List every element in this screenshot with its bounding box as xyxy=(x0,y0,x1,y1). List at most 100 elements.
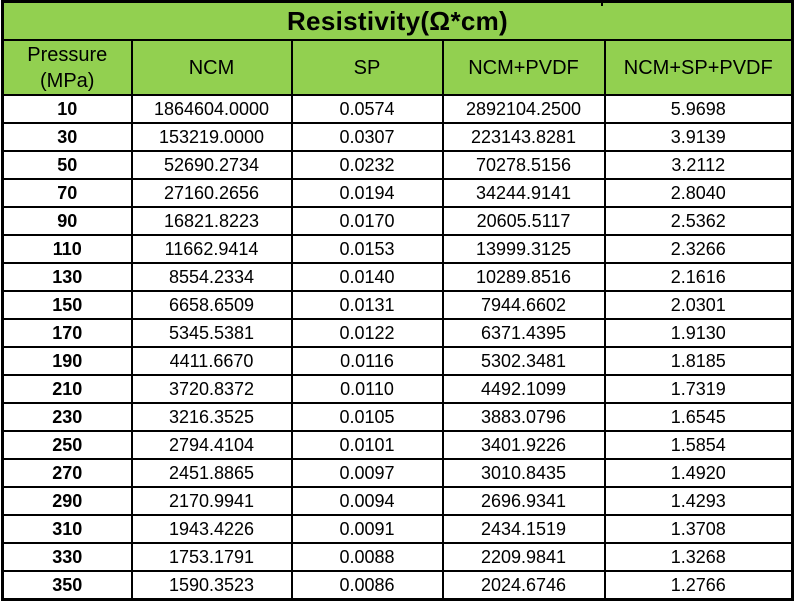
title-row: Resistivity(Ω*cm) xyxy=(1,0,794,41)
cell-ncm-pvdf: 2209.9841 xyxy=(441,542,606,572)
cell-ncm-pvdf: 10289.8516 xyxy=(441,262,606,292)
cell-ncm: 2170.9941 xyxy=(130,486,293,516)
cell-sp: 0.0170 xyxy=(290,206,444,236)
cell-ncm: 1590.3523 xyxy=(130,570,293,601)
table-row: 190 4411.6670 0.0116 5302.3481 1.8185 xyxy=(1,346,794,376)
cell-pressure: 350 xyxy=(1,570,133,601)
table-row: 10 1864604.0000 0.0574 2892104.2500 5.9698 xyxy=(1,94,794,124)
table-row: 30 153219.0000 0.0307 223143.8281 3.9139 xyxy=(1,122,794,152)
cell-pressure: 310 xyxy=(1,514,133,544)
cell-ncm-sp-pvdf: 2.0301 xyxy=(603,290,794,320)
table-row: 210 3720.8372 0.0110 4492.1099 1.7319 xyxy=(1,374,794,404)
cell-ncm-sp-pvdf: 3.2112 xyxy=(603,150,794,180)
cell-pressure: 10 xyxy=(1,94,133,124)
cell-pressure: 50 xyxy=(1,150,133,180)
cell-sp: 0.0086 xyxy=(290,570,444,601)
cell-sp: 0.0140 xyxy=(290,262,444,292)
cell-pressure: 170 xyxy=(1,318,133,348)
cell-sp: 0.0105 xyxy=(290,402,444,432)
table-row: 290 2170.9941 0.0094 2696.9341 1.4293 xyxy=(1,486,794,516)
cell-sp: 0.0110 xyxy=(290,374,444,404)
table-row: 170 5345.5381 0.0122 6371.4395 1.9130 xyxy=(1,318,794,348)
table-body: 10 1864604.0000 0.0574 2892104.2500 5.9698 30… xyxy=(1,94,794,601)
cell-ncm-pvdf: 34244.9141 xyxy=(441,178,606,208)
table-row: 230 3216.3525 0.0105 3883.0796 1.6545 xyxy=(1,402,794,432)
cell-ncm: 4411.6670 xyxy=(130,346,293,376)
cell-sp: 0.0307 xyxy=(290,122,444,152)
column-header-pressure: Pressure (MPa) xyxy=(1,39,133,96)
table-row: 350 1590.3523 0.0086 2024.6746 1.2766 xyxy=(1,570,794,601)
cell-pressure: 70 xyxy=(1,178,133,208)
cell-ncm-pvdf: 7944.6602 xyxy=(441,290,606,320)
cell-ncm-pvdf: 2892104.2500 xyxy=(441,94,606,124)
cell-ncm: 2794.4104 xyxy=(130,430,293,460)
cell-divider-tick xyxy=(601,0,603,6)
cell-ncm-pvdf: 4492.1099 xyxy=(441,374,606,404)
cell-ncm-sp-pvdf: 1.3708 xyxy=(603,514,794,544)
cell-ncm-pvdf: 5302.3481 xyxy=(441,346,606,376)
cell-ncm-pvdf: 6371.4395 xyxy=(441,318,606,348)
cell-sp: 0.0097 xyxy=(290,458,444,488)
cell-ncm: 11662.9414 xyxy=(130,234,293,264)
cell-pressure: 90 xyxy=(1,206,133,236)
cell-ncm-sp-pvdf: 2.3266 xyxy=(603,234,794,264)
table-title: Resistivity(Ω*cm) xyxy=(1,0,794,41)
cell-ncm: 5345.5381 xyxy=(130,318,293,348)
cell-ncm-pvdf: 223143.8281 xyxy=(441,122,606,152)
table-row: 150 6658.6509 0.0131 7944.6602 2.0301 xyxy=(1,290,794,320)
cell-pressure: 190 xyxy=(1,346,133,376)
cell-sp: 0.0153 xyxy=(290,234,444,264)
cell-ncm: 52690.2734 xyxy=(130,150,293,180)
column-header-sp: SP xyxy=(290,39,444,96)
table-row: 250 2794.4104 0.0101 3401.9226 1.5854 xyxy=(1,430,794,460)
table-row: 50 52690.2734 0.0232 70278.5156 3.2112 xyxy=(1,150,794,180)
cell-ncm: 3720.8372 xyxy=(130,374,293,404)
cell-ncm: 1753.1791 xyxy=(130,542,293,572)
cell-pressure: 270 xyxy=(1,458,133,488)
table-row: 270 2451.8865 0.0097 3010.8435 1.4920 xyxy=(1,458,794,488)
cell-ncm-sp-pvdf: 1.5854 xyxy=(603,430,794,460)
cell-ncm: 153219.0000 xyxy=(130,122,293,152)
cell-ncm-sp-pvdf: 2.8040 xyxy=(603,178,794,208)
column-header-ncm-pvdf: NCM+PVDF xyxy=(441,39,606,96)
cell-pressure: 230 xyxy=(1,402,133,432)
cell-sp: 0.0094 xyxy=(290,486,444,516)
cell-ncm-pvdf: 3401.9226 xyxy=(441,430,606,460)
cell-ncm-sp-pvdf: 1.8185 xyxy=(603,346,794,376)
cell-sp: 0.0101 xyxy=(290,430,444,460)
cell-ncm-sp-pvdf: 2.1616 xyxy=(603,262,794,292)
cell-ncm: 2451.8865 xyxy=(130,458,293,488)
cell-ncm-sp-pvdf: 1.2766 xyxy=(603,570,794,601)
cell-ncm: 1864604.0000 xyxy=(130,94,293,124)
cell-pressure: 110 xyxy=(1,234,133,264)
cell-ncm: 3216.3525 xyxy=(130,402,293,432)
cell-ncm: 27160.2656 xyxy=(130,178,293,208)
cell-ncm-pvdf: 20605.5117 xyxy=(441,206,606,236)
cell-pressure: 130 xyxy=(1,262,133,292)
cell-ncm-sp-pvdf: 3.9139 xyxy=(603,122,794,152)
cell-ncm-sp-pvdf: 1.4293 xyxy=(603,486,794,516)
cell-ncm-sp-pvdf: 1.3268 xyxy=(603,542,794,572)
cell-ncm-sp-pvdf: 5.9698 xyxy=(603,94,794,124)
cell-ncm-sp-pvdf: 1.4920 xyxy=(603,458,794,488)
table-row: 310 1943.4226 0.0091 2434.1519 1.3708 xyxy=(1,514,794,544)
column-header-ncm: NCM xyxy=(130,39,293,96)
table-row: 130 8554.2334 0.0140 10289.8516 2.1616 xyxy=(1,262,794,292)
cell-ncm: 8554.2334 xyxy=(130,262,293,292)
cell-pressure: 250 xyxy=(1,430,133,460)
cell-sp: 0.0122 xyxy=(290,318,444,348)
cell-sp: 0.0232 xyxy=(290,150,444,180)
cell-pressure: 290 xyxy=(1,486,133,516)
table-row: 90 16821.8223 0.0170 20605.5117 2.5362 xyxy=(1,206,794,236)
cell-sp: 0.0194 xyxy=(290,178,444,208)
cell-sp: 0.0131 xyxy=(290,290,444,320)
cell-ncm-sp-pvdf: 1.7319 xyxy=(603,374,794,404)
cell-sp: 0.0574 xyxy=(290,94,444,124)
cell-ncm-pvdf: 13999.3125 xyxy=(441,234,606,264)
cell-ncm: 1943.4226 xyxy=(130,514,293,544)
cell-ncm-pvdf: 3883.0796 xyxy=(441,402,606,432)
cell-pressure: 150 xyxy=(1,290,133,320)
cell-ncm-sp-pvdf: 1.6545 xyxy=(603,402,794,432)
